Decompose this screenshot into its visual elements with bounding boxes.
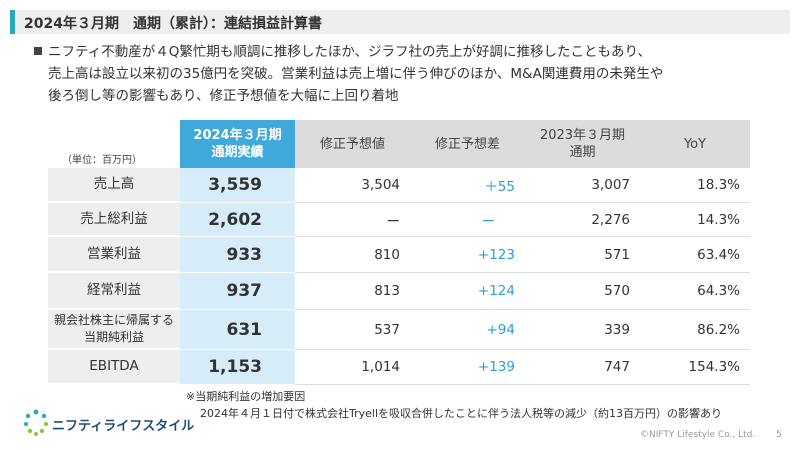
- label-line: 売上高: [93, 176, 135, 192]
- label-line: 親会社株主に帰属する: [53, 313, 174, 327]
- summary-line: 売上高は設立以来初の35億円を突破。営業利益は売上増に伴う伸びのほか、M&A関連…: [48, 66, 664, 82]
- table-cell: +123: [410, 237, 525, 273]
- summary-line: ニフティ不動産が４Q繁忙期も順調に推移したほか、ジラフ社の売上が好調に推移したこ…: [48, 44, 652, 60]
- page-number: 5: [776, 430, 782, 440]
- table-cell: 747: [525, 350, 640, 385]
- table-cell: 3,504: [295, 168, 410, 203]
- table-cell: 537: [295, 310, 410, 350]
- table-cell: 570: [525, 273, 640, 310]
- row-label: 売上総利益: [48, 203, 180, 237]
- row-label: 経常利益: [48, 273, 180, 310]
- table-cell: 64.3%: [640, 273, 750, 310]
- table-cell: 3,007: [525, 168, 640, 203]
- row-label: 親会社株主に帰属する 当期純利益: [48, 310, 180, 350]
- column-header: 修正予想値: [295, 120, 410, 168]
- table-cell: 1,014: [295, 350, 410, 385]
- table-cell: 154.3%: [640, 350, 750, 385]
- table-cell: 14.3%: [640, 203, 750, 237]
- header-line: YoY: [683, 136, 707, 152]
- label-line: EBITDA: [89, 358, 139, 374]
- table-cell: 810: [295, 237, 410, 273]
- table-cell: 933: [180, 237, 295, 273]
- table-cell: 813: [295, 273, 410, 310]
- column-header: 修正予想差: [410, 120, 525, 168]
- table-cell: 339: [525, 310, 640, 350]
- table-cell: +94: [410, 310, 525, 350]
- summary-line: 後ろ倒し等の影響もあり、修正予想値を大幅に上回り着地: [48, 88, 399, 104]
- table-cell: ー: [295, 203, 410, 237]
- header-line: 2023年３月期: [539, 128, 626, 143]
- header-line: 修正予想差: [434, 136, 500, 152]
- column-header: 2023年３月期 通期: [525, 120, 640, 168]
- label-line: 売上総利益: [80, 210, 148, 227]
- label-line: 経常利益: [87, 282, 141, 298]
- footnote-title: ※当期純利益の増加要因: [186, 390, 306, 403]
- table-cell: ＋55: [410, 168, 525, 203]
- footnote-text: 2024年４月１日付で株式会社Tryellを吸収合併したことに伴う法人税等の減少…: [200, 407, 723, 420]
- title-bar: [10, 10, 790, 34]
- header-line: 通期実績: [211, 145, 264, 160]
- logo-text: ニフティライフスタイル: [52, 419, 195, 434]
- column-header: 2024年３月期 通期実績: [180, 120, 295, 168]
- header-line: 2024年３月期: [193, 128, 282, 143]
- table-cell: 571: [525, 237, 640, 273]
- header-line: 修正予想値: [319, 136, 385, 152]
- table-cell: 18.3%: [640, 168, 750, 203]
- logo-mark: [24, 409, 48, 436]
- row-label: 営業利益: [48, 237, 180, 273]
- label-line: 営業利益: [87, 245, 141, 262]
- bullet: [34, 47, 42, 55]
- unit-label: （単位：百万円）: [62, 155, 142, 166]
- table-cell: 631: [180, 310, 295, 350]
- row-label: EBITDA: [48, 350, 180, 385]
- table-cell: 86.2%: [640, 310, 750, 350]
- table-cell: 2,276: [525, 203, 640, 237]
- table-cell: 63.4%: [640, 237, 750, 273]
- header-line: 通期: [569, 145, 596, 160]
- title: 2024年３月期 通期（累計）：連結損益計算書: [24, 16, 322, 32]
- table-cell: 2,602: [180, 203, 295, 237]
- table-cell: +124: [410, 273, 525, 310]
- table-cell: 1,153: [180, 350, 295, 385]
- table-cell: ー: [410, 203, 525, 237]
- column-header: YoY: [640, 120, 750, 168]
- label-line: 当期純利益: [83, 330, 144, 344]
- title-accent: [10, 10, 15, 34]
- summary: ニフティ不動産が４Q繁忙期も順調に推移したほか、ジラフ社の売上が好調に推移したこ…: [48, 41, 663, 107]
- row-label: 売上高: [48, 168, 180, 203]
- table-cell: 937: [180, 273, 295, 310]
- table-cell: 3,559: [180, 168, 295, 203]
- copyright: ©NIFTY Lifestyle Co., Ltd.: [640, 430, 756, 440]
- table-cell: +139: [410, 350, 525, 385]
